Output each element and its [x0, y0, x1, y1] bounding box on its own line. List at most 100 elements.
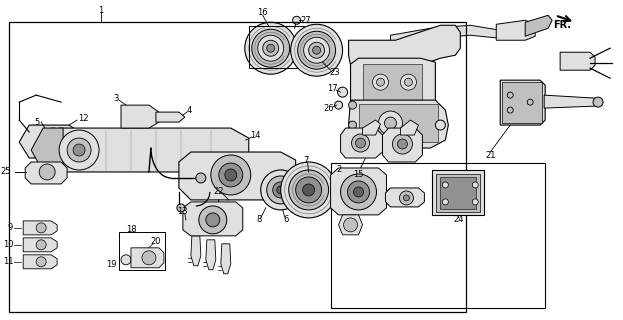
- Polygon shape: [341, 128, 383, 158]
- Circle shape: [353, 187, 363, 197]
- Text: 1: 1: [98, 6, 103, 15]
- Polygon shape: [544, 95, 600, 108]
- Text: 19: 19: [107, 260, 117, 269]
- Text: 24: 24: [453, 215, 464, 224]
- Text: 2: 2: [336, 165, 341, 174]
- Circle shape: [527, 99, 533, 105]
- Circle shape: [263, 40, 278, 56]
- Circle shape: [376, 78, 384, 86]
- Polygon shape: [560, 52, 595, 70]
- Circle shape: [219, 163, 243, 187]
- Circle shape: [39, 164, 55, 180]
- Circle shape: [39, 128, 67, 156]
- Circle shape: [245, 22, 297, 74]
- Polygon shape: [331, 168, 386, 215]
- Bar: [358, 104, 439, 142]
- Polygon shape: [391, 25, 500, 45]
- Text: 21: 21: [485, 150, 495, 159]
- Bar: [440, 177, 477, 209]
- Circle shape: [351, 134, 369, 152]
- Bar: [9, 22, 466, 312]
- Text: 14: 14: [250, 131, 261, 140]
- Text: 10: 10: [2, 240, 13, 249]
- Circle shape: [392, 134, 412, 154]
- Circle shape: [273, 182, 288, 198]
- Polygon shape: [43, 128, 249, 172]
- Circle shape: [435, 120, 445, 130]
- Circle shape: [36, 223, 46, 233]
- Polygon shape: [19, 125, 79, 158]
- Circle shape: [335, 101, 343, 109]
- Bar: [432, 170, 484, 215]
- Bar: [502, 82, 542, 123]
- Circle shape: [356, 138, 366, 148]
- Circle shape: [399, 191, 414, 205]
- Polygon shape: [183, 202, 243, 236]
- Text: 5: 5: [34, 117, 40, 127]
- Circle shape: [404, 195, 409, 201]
- Circle shape: [379, 111, 402, 135]
- Circle shape: [288, 170, 328, 210]
- Circle shape: [211, 155, 250, 195]
- Polygon shape: [179, 152, 296, 200]
- Circle shape: [142, 251, 156, 265]
- Circle shape: [303, 184, 315, 196]
- Text: 18: 18: [126, 225, 136, 234]
- Circle shape: [293, 16, 301, 24]
- Polygon shape: [131, 248, 164, 268]
- Polygon shape: [23, 221, 57, 235]
- Circle shape: [121, 255, 131, 265]
- Bar: [436, 174, 480, 212]
- Text: 26: 26: [323, 104, 334, 113]
- Circle shape: [206, 213, 220, 227]
- Circle shape: [348, 121, 356, 129]
- Circle shape: [277, 186, 285, 194]
- Circle shape: [404, 78, 412, 86]
- Circle shape: [303, 37, 330, 63]
- Text: 17: 17: [327, 84, 338, 93]
- Polygon shape: [363, 120, 381, 135]
- Circle shape: [291, 24, 343, 76]
- Circle shape: [220, 215, 230, 225]
- Circle shape: [225, 169, 237, 181]
- Text: 16: 16: [257, 8, 268, 17]
- Circle shape: [472, 182, 478, 188]
- Circle shape: [49, 138, 57, 146]
- Polygon shape: [383, 128, 422, 162]
- Circle shape: [267, 176, 295, 204]
- Circle shape: [343, 218, 358, 232]
- Text: 6: 6: [283, 215, 288, 224]
- Text: 13: 13: [178, 207, 188, 216]
- Text: 8: 8: [256, 215, 262, 224]
- Polygon shape: [191, 236, 201, 266]
- Circle shape: [341, 174, 376, 210]
- Circle shape: [308, 42, 325, 58]
- Circle shape: [384, 117, 396, 129]
- Text: 12: 12: [78, 114, 88, 123]
- Polygon shape: [351, 58, 435, 106]
- Text: 25: 25: [1, 167, 11, 176]
- Circle shape: [59, 130, 99, 170]
- Circle shape: [73, 144, 85, 156]
- Polygon shape: [401, 120, 419, 135]
- Circle shape: [36, 257, 46, 267]
- Circle shape: [507, 92, 513, 98]
- Text: FR.: FR.: [553, 20, 571, 30]
- Text: 4: 4: [186, 106, 191, 115]
- Circle shape: [36, 240, 46, 250]
- Circle shape: [442, 182, 449, 188]
- Polygon shape: [23, 255, 57, 269]
- Polygon shape: [500, 80, 545, 125]
- Circle shape: [298, 31, 336, 69]
- Text: 27: 27: [300, 16, 311, 25]
- Text: 23: 23: [330, 68, 340, 77]
- Circle shape: [401, 74, 416, 90]
- Circle shape: [472, 199, 478, 205]
- Circle shape: [67, 138, 91, 162]
- Circle shape: [593, 97, 603, 107]
- Circle shape: [313, 46, 321, 54]
- Circle shape: [296, 177, 321, 203]
- Polygon shape: [221, 244, 231, 274]
- Text: 3: 3: [113, 94, 119, 103]
- Text: 15: 15: [353, 171, 364, 180]
